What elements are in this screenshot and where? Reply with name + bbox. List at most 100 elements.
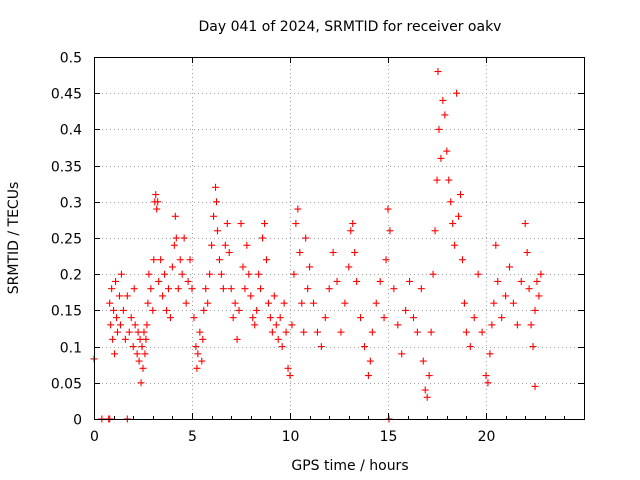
chart-title: Day 041 of 2024, SRMTID for receiver oak…	[199, 19, 502, 35]
data-point	[421, 386, 429, 394]
data-point	[384, 205, 392, 213]
data-point	[188, 285, 196, 293]
data-point	[272, 321, 280, 329]
data-point	[292, 220, 300, 228]
data-point	[294, 205, 302, 213]
data-point	[233, 335, 241, 343]
data-point	[130, 285, 138, 293]
data-point	[184, 277, 192, 285]
data-point	[110, 306, 118, 314]
data-point	[235, 306, 243, 314]
data-point	[394, 321, 402, 329]
data-point	[213, 227, 221, 235]
data-point	[210, 212, 218, 220]
grid	[94, 57, 584, 419]
x-tick-label: 10	[282, 429, 300, 445]
data-point	[380, 314, 388, 322]
data-point	[114, 328, 122, 336]
y-tick-label: 0	[73, 413, 82, 429]
data-point	[537, 270, 545, 278]
data-point	[357, 314, 365, 322]
data-point	[193, 364, 201, 372]
x-axis-label: GPS time / hours	[291, 458, 408, 474]
data-point	[136, 335, 144, 343]
data-point	[219, 285, 227, 293]
data-point	[353, 277, 361, 285]
y-tick-label: 0.5	[60, 51, 82, 67]
data-point	[296, 248, 304, 256]
data-point	[280, 299, 288, 307]
data-point	[147, 285, 155, 293]
data-point	[113, 314, 121, 322]
data-point	[484, 379, 492, 387]
data-point	[290, 270, 298, 278]
data-point	[247, 292, 255, 300]
data-point	[121, 335, 129, 343]
data-point	[402, 306, 410, 314]
data-point	[529, 343, 537, 351]
y-tick-label: 0.15	[51, 304, 82, 320]
data-point	[140, 328, 148, 336]
data-point	[427, 328, 435, 336]
data-point	[368, 328, 376, 336]
data-point	[107, 321, 115, 329]
data-point	[325, 285, 333, 293]
data-point	[329, 248, 337, 256]
y-tick-label: 0.2	[60, 268, 82, 284]
data-point	[470, 314, 478, 322]
data-point	[157, 256, 165, 264]
data-point	[447, 198, 455, 206]
data-point	[150, 256, 158, 264]
data-point	[409, 314, 417, 322]
data-point	[202, 285, 210, 293]
data-point	[302, 234, 310, 242]
y-axis-label: SRMTID / TECUs	[6, 182, 22, 295]
data-point	[108, 285, 116, 293]
data-point	[249, 314, 257, 322]
data-point	[196, 328, 204, 336]
data-point	[215, 256, 223, 264]
data-point	[161, 270, 169, 278]
data-point	[237, 220, 245, 228]
data-point	[445, 176, 453, 184]
data-point	[498, 314, 506, 322]
data-point	[127, 314, 135, 322]
data-point	[133, 350, 141, 358]
data-point	[433, 176, 441, 184]
data-point	[264, 299, 272, 307]
data-point	[321, 314, 329, 322]
data-point	[306, 263, 314, 271]
data-point	[115, 292, 123, 300]
data-point	[144, 299, 152, 307]
data-point	[490, 299, 498, 307]
data-point	[437, 154, 445, 162]
data-point	[527, 321, 535, 329]
data-point	[300, 328, 308, 336]
data-point	[172, 234, 180, 242]
data-point	[488, 321, 496, 329]
y-tick-label: 0.35	[51, 160, 82, 176]
data-point	[502, 292, 510, 300]
data-point	[149, 306, 157, 314]
data-point	[458, 256, 466, 264]
data-point	[455, 212, 463, 220]
data-point	[112, 277, 120, 285]
data-point	[125, 328, 133, 336]
data-point	[286, 372, 294, 380]
data-point	[174, 285, 182, 293]
data-point	[141, 350, 149, 358]
data-point	[239, 263, 247, 271]
data-point	[251, 321, 259, 329]
data-point	[531, 306, 539, 314]
data-point	[139, 364, 147, 372]
data-point	[178, 270, 186, 278]
data-point	[443, 147, 451, 155]
data-point	[333, 277, 341, 285]
data-point	[199, 335, 207, 343]
data-point	[282, 328, 290, 336]
data-point	[159, 292, 167, 300]
y-tick-label: 0.25	[51, 232, 82, 248]
data-point	[154, 198, 162, 206]
data-point	[513, 321, 521, 329]
data-point	[366, 357, 374, 365]
